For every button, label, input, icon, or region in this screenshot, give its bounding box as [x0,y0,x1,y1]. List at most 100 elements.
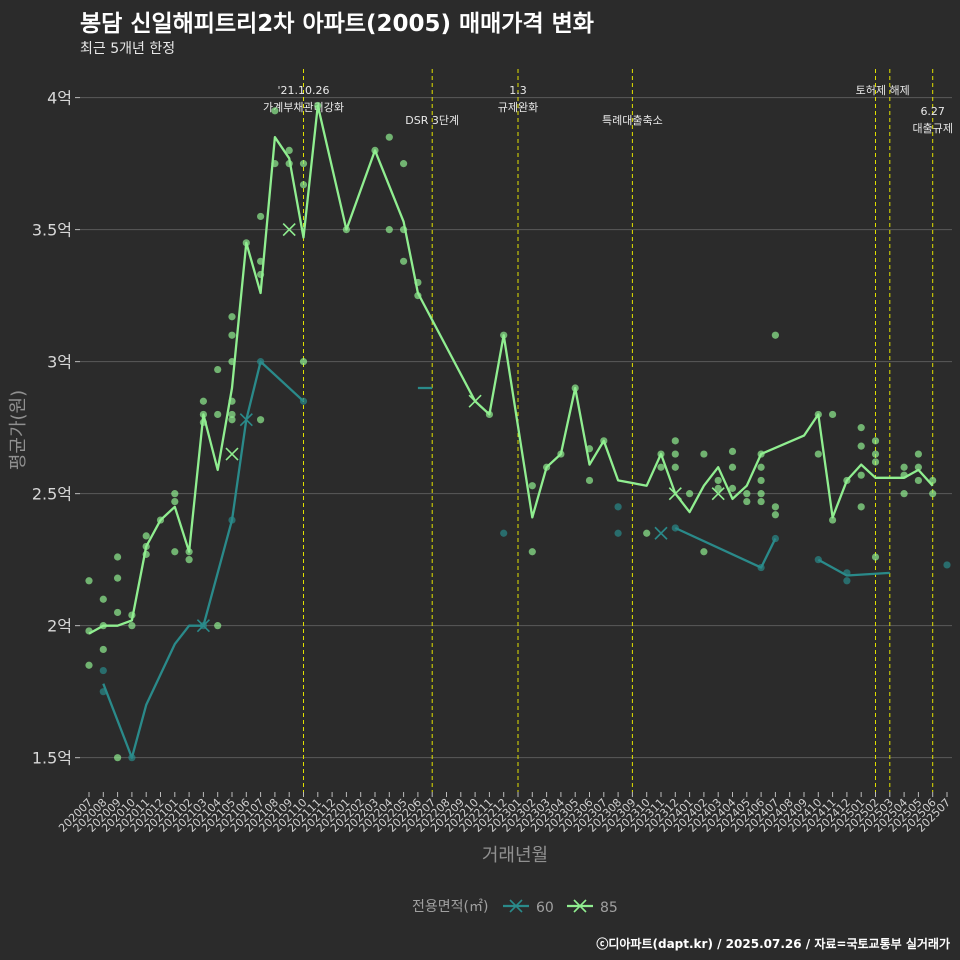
trade-point [114,574,122,582]
trade-point [657,463,665,471]
trade-point [114,608,122,617]
trade-point [400,257,408,265]
trade-point [285,146,293,155]
trade-point [700,450,708,458]
trade-point [99,666,107,675]
trade-point [299,358,308,366]
trade-point [171,497,179,506]
trade-point [214,365,222,374]
x-axis-label: 거래년월 [482,845,548,866]
series-60 [99,358,951,762]
trade-point [528,548,536,556]
trade-point [99,595,107,603]
event-label: 가계부채관리강화 [263,101,344,114]
trade-point [757,490,765,498]
y-tick-label: 2억 [47,617,72,636]
trade-cross [225,447,239,461]
chart-title: 봉담 신일해피트리2차 아파트(2005) 매매가격 변화 [80,11,594,37]
y-axis: 1.5억 2억 2.5억 3억 3.5억 4억 [32,89,80,768]
event-label: DSR 3단계 [405,114,459,127]
trade-point [900,490,908,498]
event-label: 특례대출축소 [602,114,663,127]
trade-point [743,490,751,498]
grid-lines [80,97,952,759]
trade-point [385,133,393,141]
trade-point [829,410,837,419]
trade-point [843,577,851,585]
series-line [88,104,934,635]
legend-key-cross [573,899,587,913]
trade-point [728,484,737,492]
y-axis-label: 평균가(원) [8,390,29,470]
trade-point [771,503,780,511]
event-label: 토허제 해제 [856,83,910,97]
trade-point [771,331,780,339]
trade-point [214,622,222,630]
trade-point [743,497,751,506]
event-label: 대출규제 [912,122,952,135]
trade-point [85,577,93,585]
trade-point [199,397,207,405]
trade-point [829,516,837,524]
trade-point [914,450,923,458]
trade-point [871,458,880,466]
trade-point [714,484,722,492]
trade-point [728,447,737,456]
trade-point [857,471,865,479]
trade-point [700,548,708,556]
trade-point [771,511,780,519]
source-caption: ⓒ디아파트(dapt.kr) / 2025.07.26 / 자료=국토교통부 실… [596,937,950,951]
trade-point [914,476,923,485]
trade-point [500,529,508,537]
trade-point [228,416,236,424]
legend-title: 전용면적(㎡) [412,899,488,915]
event-label: 규제완화 [498,101,538,114]
y-tick-label: 1.5억 [32,749,72,768]
trade-point [871,553,880,561]
chart-subtitle: 최근 5개년 한정 [80,41,176,57]
event-label: 6.27 [920,105,945,118]
trade-point [299,181,308,189]
trade-point [171,490,179,498]
trade-cross [282,223,296,237]
trade-point [914,463,923,471]
trade-point [257,416,265,424]
trade-point [185,556,193,564]
trade-point [871,437,880,445]
trade-point [299,160,308,168]
trade-point [142,532,150,540]
trade-point [900,463,908,471]
trade-point [929,490,937,498]
legend-entry-label: 60 [536,900,554,916]
trade-point [757,476,765,485]
trade-point [857,503,865,511]
trade-point [214,410,222,419]
trade-point [228,331,236,339]
trade-point [714,476,722,485]
trade-point [257,212,265,221]
y-tick-label: 4억 [47,89,72,108]
trade-point [85,661,93,669]
trade-point [814,450,822,458]
trade-point [99,645,107,654]
trade-point [400,160,408,168]
event-label: '21.10.26 [277,84,329,97]
trade-point [671,437,679,445]
series-85 [85,101,937,762]
trade-cross [654,526,668,540]
trade-point [757,463,765,471]
trade-point [871,450,880,458]
trade-point [271,107,279,115]
legend-entry-label: 85 [600,900,618,916]
trade-point [171,548,179,556]
trade-cross [468,394,482,408]
trade-point [114,553,122,561]
trade-cross [196,619,210,633]
trade-point [857,424,865,432]
trade-point [128,622,136,630]
trade-point [686,490,694,498]
trade-point [528,482,536,490]
y-tick-label: 3.5억 [32,221,72,240]
trade-point [643,529,651,537]
